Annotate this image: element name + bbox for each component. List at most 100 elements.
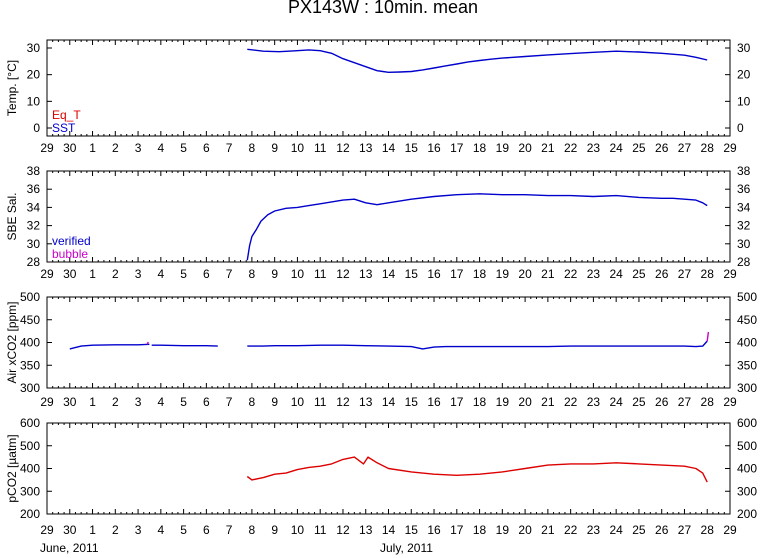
y-tick-label-right: 400	[737, 336, 757, 350]
x-tick-label: 5	[180, 267, 187, 281]
series-line	[247, 340, 708, 350]
y-tick-label-right: 36	[737, 182, 751, 196]
x-tick-label: 24	[609, 395, 623, 409]
y-tick-label-right: 32	[737, 219, 751, 233]
plot-frame	[46, 296, 731, 389]
x-tick-label: 9	[271, 523, 278, 537]
x-tick-label: 27	[678, 141, 692, 155]
x-tick-label: 23	[587, 267, 601, 281]
legend-entry: SST	[52, 121, 76, 135]
x-tick-label: 29	[40, 395, 54, 409]
x-tick-label: 2	[112, 267, 119, 281]
panel-4: 29 30 1 2 3 4 5 6 7 8 9 10 11 12 13 14 15 16 17 18 19 20 21 22 2…	[5, 416, 757, 537]
y-tick-label-right: 38	[737, 164, 751, 178]
x-tick-label: 30	[63, 523, 77, 537]
x-tick-label: 13	[359, 141, 373, 155]
x-tick-label: 9	[271, 267, 278, 281]
x-tick-label: 30	[63, 267, 77, 281]
x-tick-label: 25	[632, 267, 646, 281]
x-tick-label: 1	[89, 267, 96, 281]
x-tick-label: 6	[203, 395, 210, 409]
legend-entry: bubble	[52, 247, 88, 261]
y-axis-title: SBE Sal.	[5, 192, 19, 240]
x-tick-label: 25	[632, 141, 646, 155]
x-tick-label: 29	[723, 141, 737, 155]
y-tick-label-right: 30	[737, 237, 751, 251]
month-label-july: July, 2011	[380, 541, 433, 555]
x-tick-label: 10	[291, 395, 305, 409]
x-tick-label: 4	[157, 395, 164, 409]
x-tick-label: 25	[632, 395, 646, 409]
y-tick-label-left: 28	[27, 255, 41, 269]
x-tick-label: 22	[564, 141, 578, 155]
x-tick-label: 4	[157, 523, 164, 537]
x-tick-label: 11	[314, 141, 327, 155]
x-tick-label: 2	[112, 141, 119, 155]
x-tick-label: 26	[655, 141, 669, 155]
series-line	[706, 331, 710, 342]
x-tick-label: 3	[135, 141, 142, 155]
panel-3: 29 30 1 2 3 4 5 6 7 8 9 10 11 12 13 14 15 16 17 18 19 20 21 22 2…	[5, 290, 757, 409]
x-tick-label: 1	[89, 523, 96, 537]
x-tick-label: 8	[249, 523, 256, 537]
x-tick-label: 8	[249, 395, 256, 409]
y-tick-label-left: 300	[20, 484, 40, 498]
x-tick-label: 28	[701, 141, 715, 155]
x-tick-label: 2	[112, 395, 119, 409]
x-tick-label: 13	[359, 395, 373, 409]
x-tick-label: 20	[518, 267, 532, 281]
x-tick-label: 28	[701, 267, 715, 281]
plot-frame	[46, 170, 731, 263]
y-tick-label-right: 450	[737, 313, 757, 327]
legend-entry: Eq_T	[52, 108, 81, 122]
x-tick-label: 7	[226, 141, 233, 155]
x-tick-label: 29	[723, 523, 737, 537]
series-line	[246, 193, 708, 261]
panel-2: 29 30 1 2 3 4 5 6 7 8 9 10 11 12 13 14 15 16 17 18 19 20 21 22 2…	[5, 164, 751, 281]
y-tick-label-right: 600	[737, 416, 757, 430]
x-tick-label: 5	[180, 523, 187, 537]
x-tick-label: 11	[314, 523, 327, 537]
y-tick-label-left: 0	[33, 121, 40, 135]
x-tick-label: 16	[427, 267, 441, 281]
y-tick-label-right: 34	[737, 200, 751, 214]
x-tick-label: 7	[226, 267, 233, 281]
y-tick-label-left: 500	[20, 290, 40, 304]
x-tick-label: 25	[632, 523, 646, 537]
y-tick-label-left: 20	[27, 68, 41, 82]
x-tick-label: 5	[180, 141, 187, 155]
x-tick-label: 2	[112, 523, 119, 537]
x-tick-label: 8	[249, 141, 256, 155]
series-line	[247, 48, 708, 74]
x-tick-label: 29	[723, 267, 737, 281]
y-tick-label-left: 10	[27, 94, 41, 108]
x-tick-label: 12	[336, 141, 350, 155]
y-axis-title: Air xCO2 [ppm]	[5, 301, 19, 383]
y-tick-label-left: 350	[20, 358, 40, 372]
y-axis-title: pCO2 [µatm]	[5, 434, 19, 502]
x-tick-label: 3	[135, 395, 142, 409]
x-tick-label: 10	[291, 267, 305, 281]
x-tick-label: 27	[678, 267, 692, 281]
x-tick-label: 21	[541, 267, 555, 281]
x-tick-label: 17	[450, 267, 464, 281]
y-tick-label-left: 400	[20, 462, 40, 476]
y-tick-label-right: 300	[737, 484, 757, 498]
x-tick-label: 16	[427, 141, 441, 155]
y-tick-label-left: 34	[27, 200, 41, 214]
month-label-june: June, 2011	[40, 541, 99, 555]
x-tick-label: 12	[336, 523, 350, 537]
y-tick-label-right: 200	[737, 507, 757, 521]
x-tick-label: 18	[473, 523, 487, 537]
x-tick-label: 22	[564, 267, 578, 281]
x-tick-label: 14	[382, 141, 396, 155]
y-tick-label-left: 30	[27, 237, 41, 251]
x-tick-label: 18	[473, 395, 487, 409]
x-tick-label: 1	[89, 395, 96, 409]
y-tick-label-right: 500	[737, 439, 757, 453]
x-tick-label: 23	[587, 141, 601, 155]
x-tick-label: 11	[314, 267, 327, 281]
legend-entry: verified	[52, 234, 91, 248]
x-tick-label: 19	[496, 267, 510, 281]
x-tick-label: 16	[427, 395, 441, 409]
